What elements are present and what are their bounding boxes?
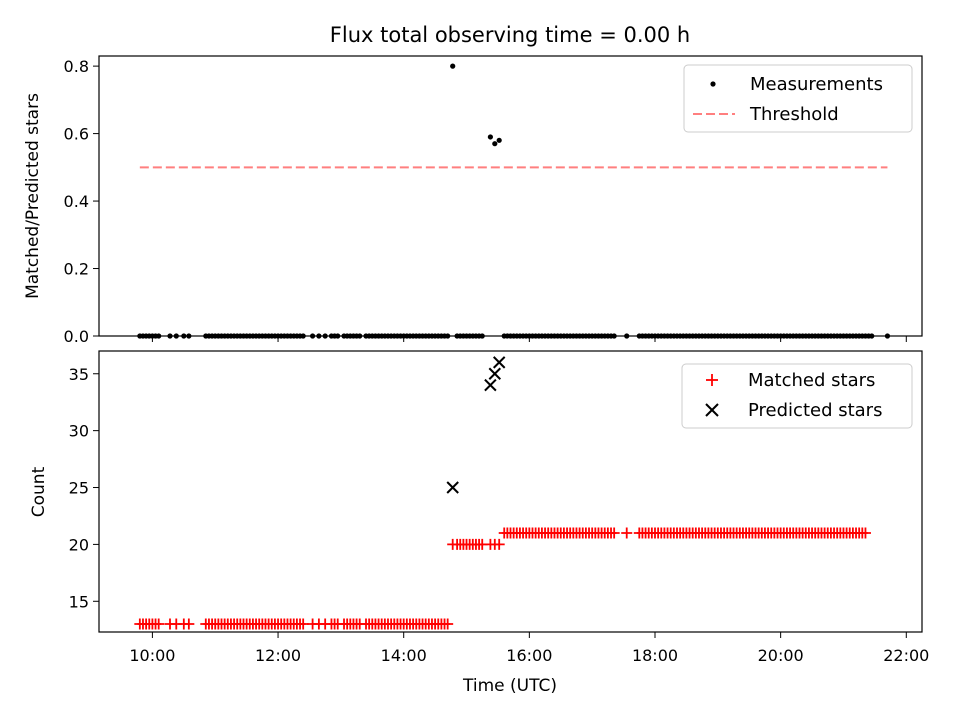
top-y-ticks: 0.0 0.2 0.4 0.6 0.8 (64, 57, 99, 346)
matched-star-point (297, 618, 309, 630)
x-tick-label: 10:00 (129, 646, 175, 665)
matched-star-point (859, 527, 871, 539)
chart-title: Flux total observing time = 0.00 h (330, 23, 690, 47)
predicted-star-point (446, 481, 459, 494)
top-legend-box (683, 64, 913, 133)
bottom-panel: 15 20 25 30 35 10:00 12:00 14:00 16:00 18:00 20:0… (29, 351, 929, 696)
bottom-y-tick-label: 25 (69, 479, 89, 498)
bottom-y-tick-label: 20 (69, 535, 89, 554)
predicted-star-point (492, 356, 506, 369)
measurement-point (487, 134, 493, 140)
legend-matched-label: Matched stars (748, 370, 875, 391)
legend-measurements-label: Measurements (750, 74, 883, 95)
top-legend: Measurements Threshold (683, 64, 913, 133)
top-y-tick-label: 0.0 (64, 327, 89, 346)
legend-matched-marker (706, 374, 718, 386)
top-y-tick-label: 0.6 (64, 125, 89, 144)
bottom-x-ticks: 10:00 12:00 14:00 16:00 18:00 20:00 22:00 (129, 632, 929, 665)
matched-star-point (183, 618, 195, 630)
top-axes-frame (98, 55, 923, 337)
bottom-y-tick-label: 30 (69, 422, 89, 441)
bottom-y-tick-label: 35 (69, 365, 89, 384)
bottom-y-tick-label: 15 (69, 592, 89, 611)
legend-threshold-label: Threshold (749, 104, 839, 125)
legend-predicted-marker (705, 403, 719, 417)
matched-star-point (621, 527, 633, 539)
predicted-star-point (488, 367, 502, 380)
matched-star-point (608, 527, 620, 539)
x-tick-label: 20:00 (758, 646, 804, 665)
x-tick-label: 14:00 (381, 646, 427, 665)
matched-star-point (153, 618, 165, 630)
top-y-axis-label: Matched/Predicted stars (23, 93, 43, 299)
bottom-axes-frame (98, 350, 923, 633)
x-tick-label: 16:00 (506, 646, 552, 665)
bottom-legend-box (681, 363, 913, 429)
measurement-point (450, 63, 456, 69)
top-y-tick-label: 0.4 (64, 192, 89, 211)
top-y-tick-label: 0.8 (64, 57, 89, 76)
x-axis-label: Time (UTC) (462, 676, 557, 696)
matched-star-point (442, 618, 454, 630)
matched-star-point (493, 538, 505, 550)
measurement-point (496, 137, 502, 143)
bottom-marks (134, 357, 871, 630)
x-tick-label: 22:00 (883, 646, 929, 665)
measurement-point (492, 141, 498, 147)
legend-predicted-label: Predicted stars (748, 400, 882, 421)
x-tick-label: 12:00 (255, 646, 301, 665)
predicted-star-point (484, 378, 497, 392)
x-tick-label: 18:00 (632, 646, 678, 665)
legend-measurements-marker (710, 81, 716, 87)
top-x-ticks (151, 336, 907, 342)
top-panel: 0.00.20.40.60.8 Matched/Predicted stars … (23, 55, 923, 346)
bottom-legend: Matched stars Predicted stars (681, 363, 913, 429)
top-y-tick-label: 0.2 (64, 260, 89, 279)
bottom-y-ticks: 15 20 25 30 35 (69, 365, 99, 611)
bottom-y-axis-label: Count (29, 466, 49, 517)
